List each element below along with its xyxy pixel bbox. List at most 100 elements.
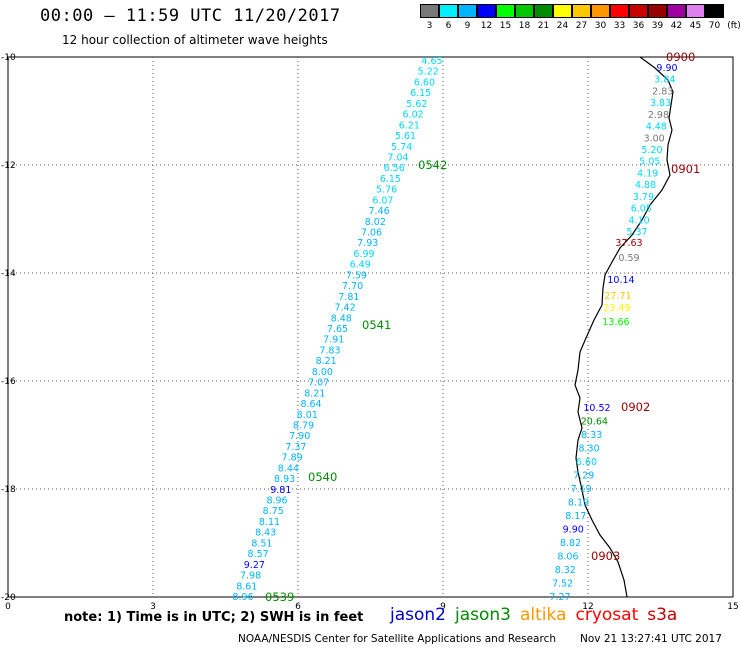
wave-height-value: 10.14 bbox=[607, 275, 634, 286]
wave-height-value: 3.84 bbox=[654, 75, 675, 86]
wave-height-value: 8.30 bbox=[578, 444, 599, 455]
wave-height-value: 4.88 bbox=[635, 180, 656, 191]
satellite-legend: jason2 jason3 altika cryosat s3a bbox=[390, 605, 686, 625]
wave-height-value: 7.19 bbox=[571, 484, 592, 495]
wave-height-value: 7.83 bbox=[319, 345, 340, 356]
colorbar-label: 45 bbox=[689, 21, 702, 31]
lat-tick-label: -18 bbox=[1, 485, 16, 495]
wave-height-value: 7.91 bbox=[323, 335, 344, 346]
map-frame bbox=[7, 56, 734, 598]
satellite-legend-entry: jason2 bbox=[390, 605, 446, 625]
wave-height-value: 8.21 bbox=[316, 356, 337, 367]
colorbar-label: 18 bbox=[518, 21, 531, 31]
wave-height-value: 8.57 bbox=[248, 549, 269, 560]
wave-height-value: 9.90 bbox=[563, 525, 584, 536]
colorbar-label: 33 bbox=[613, 21, 626, 31]
wave-height-value: 6.60 bbox=[576, 457, 597, 468]
pass-time-label: 0900 bbox=[666, 50, 695, 64]
lat-tick-label: -16 bbox=[1, 377, 16, 387]
wave-height-value: 6.02 bbox=[403, 110, 424, 121]
wave-height-value: 3.79 bbox=[633, 192, 654, 203]
wave-height-value: 5.61 bbox=[395, 131, 416, 142]
colorbar-swatch bbox=[648, 4, 667, 18]
wave-height-value: 8.19 bbox=[568, 498, 589, 509]
wave-height-value: 4.10 bbox=[629, 215, 650, 226]
wave-height-value: 7.90 bbox=[289, 431, 310, 442]
colorbar-unit-label: (ft) bbox=[727, 21, 740, 31]
wave-height-value: 5.74 bbox=[391, 142, 412, 153]
wave-height-value: 5.22 bbox=[418, 67, 439, 78]
wave-height-value: 7.65 bbox=[327, 324, 348, 335]
wave-height-value: 8.33 bbox=[581, 430, 602, 441]
wave-height-value: 8.75 bbox=[263, 506, 284, 517]
colorbar-swatch bbox=[439, 4, 458, 18]
pass-time-label: 0539 bbox=[265, 590, 294, 604]
wave-height-value: 7.89 bbox=[282, 453, 303, 464]
colorbar-label: 6 bbox=[445, 21, 452, 31]
lon-tick-label: 3 bbox=[150, 602, 156, 612]
wave-height-value: 8.96 bbox=[266, 496, 287, 507]
pass-time-label: 0540 bbox=[308, 470, 337, 484]
wave-height-value: 6.05 bbox=[631, 204, 652, 215]
coastline bbox=[574, 56, 674, 598]
wave-height-value: 4.19 bbox=[637, 168, 658, 179]
satellite-legend-entry: s3a bbox=[647, 605, 678, 625]
wave-height-value: 7.52 bbox=[552, 579, 573, 590]
generated-timestamp: Nov 21 13:27:41 UTC 2017 bbox=[580, 633, 722, 645]
wave-height-value: 7.59 bbox=[346, 270, 367, 281]
colorbar-swatch bbox=[629, 4, 648, 18]
wave-height-value: 8.51 bbox=[251, 538, 272, 549]
lon-tick-label: 6 bbox=[295, 602, 301, 612]
wave-height-value: 7.37 bbox=[285, 442, 306, 453]
colorbar-swatch bbox=[477, 4, 496, 18]
lon-tick-label: 9 bbox=[440, 602, 446, 612]
wave-height-value: 7.81 bbox=[338, 292, 359, 303]
footer-note: note: 1) Time is in UTC; 2) SWH is in fe… bbox=[64, 610, 364, 625]
wave-height-value: 4.48 bbox=[646, 122, 667, 133]
wave-height-value: 9.81 bbox=[270, 485, 291, 496]
wave-height-value: 8.44 bbox=[278, 463, 299, 474]
wave-height-value: 6.99 bbox=[353, 249, 374, 260]
wave-height-value: 8.01 bbox=[297, 410, 318, 421]
wave-height-value: 5.20 bbox=[641, 145, 662, 156]
wave-height-value: 7.06 bbox=[361, 228, 382, 239]
wave-height-value: 6.60 bbox=[414, 77, 435, 88]
colorbar-swatch bbox=[420, 4, 439, 18]
wave-height-value: 5.37 bbox=[626, 227, 647, 238]
wave-height-value: 6.49 bbox=[350, 260, 371, 271]
lat-tick-label: -10 bbox=[1, 53, 16, 63]
wave-height-value: 7.98 bbox=[240, 571, 261, 582]
wave-height-value: 8.32 bbox=[555, 565, 576, 576]
wave-height-value: 8.06 bbox=[557, 552, 578, 563]
colorbar-swatch bbox=[515, 4, 534, 18]
colorbar-swatch bbox=[572, 4, 591, 18]
wave-height-value: 37.63 bbox=[615, 238, 642, 249]
satellite-legend-entry: cryosat bbox=[575, 605, 639, 625]
wave-height-value: 8.21 bbox=[304, 388, 325, 399]
lon-tick-label: 15 bbox=[727, 602, 738, 612]
chart-title: 00:00 – 11:59 UTC 11/20/2017 bbox=[40, 6, 341, 26]
wave-height-value: 8.93 bbox=[274, 474, 295, 485]
wave-height-value: 0.59 bbox=[618, 253, 639, 264]
colorbar-label: 12 bbox=[480, 21, 493, 31]
wave-height-value: 5.05 bbox=[639, 157, 660, 168]
wave-height-value: 7.70 bbox=[342, 281, 363, 292]
wave-height-value: 3.00 bbox=[644, 133, 665, 144]
pass-time-label: 0542 bbox=[418, 158, 447, 172]
wave-height-value: 6.21 bbox=[399, 120, 420, 131]
wave-height-value: 6.15 bbox=[410, 88, 431, 99]
colorbar-label: 24 bbox=[556, 21, 569, 31]
wave-height-value: 2.83 bbox=[652, 86, 673, 97]
wave-height-value: 7.93 bbox=[357, 238, 378, 249]
wave-height-value: 7.27 bbox=[549, 592, 570, 603]
wave-height-value: 27.71 bbox=[604, 291, 631, 302]
wave-height-value: 5.62 bbox=[406, 99, 427, 110]
colorbar-label: 30 bbox=[594, 21, 607, 31]
satellite-legend-entry: jason3 bbox=[455, 605, 511, 625]
colorbar-label: 27 bbox=[575, 21, 588, 31]
wave-height-value: 8.17 bbox=[565, 511, 586, 522]
wave-height-value: 6.56 bbox=[384, 163, 405, 174]
colorbar-swatch bbox=[553, 4, 572, 18]
colorbar-label: 9 bbox=[464, 21, 471, 31]
wave-height-value: 2.98 bbox=[648, 110, 669, 121]
